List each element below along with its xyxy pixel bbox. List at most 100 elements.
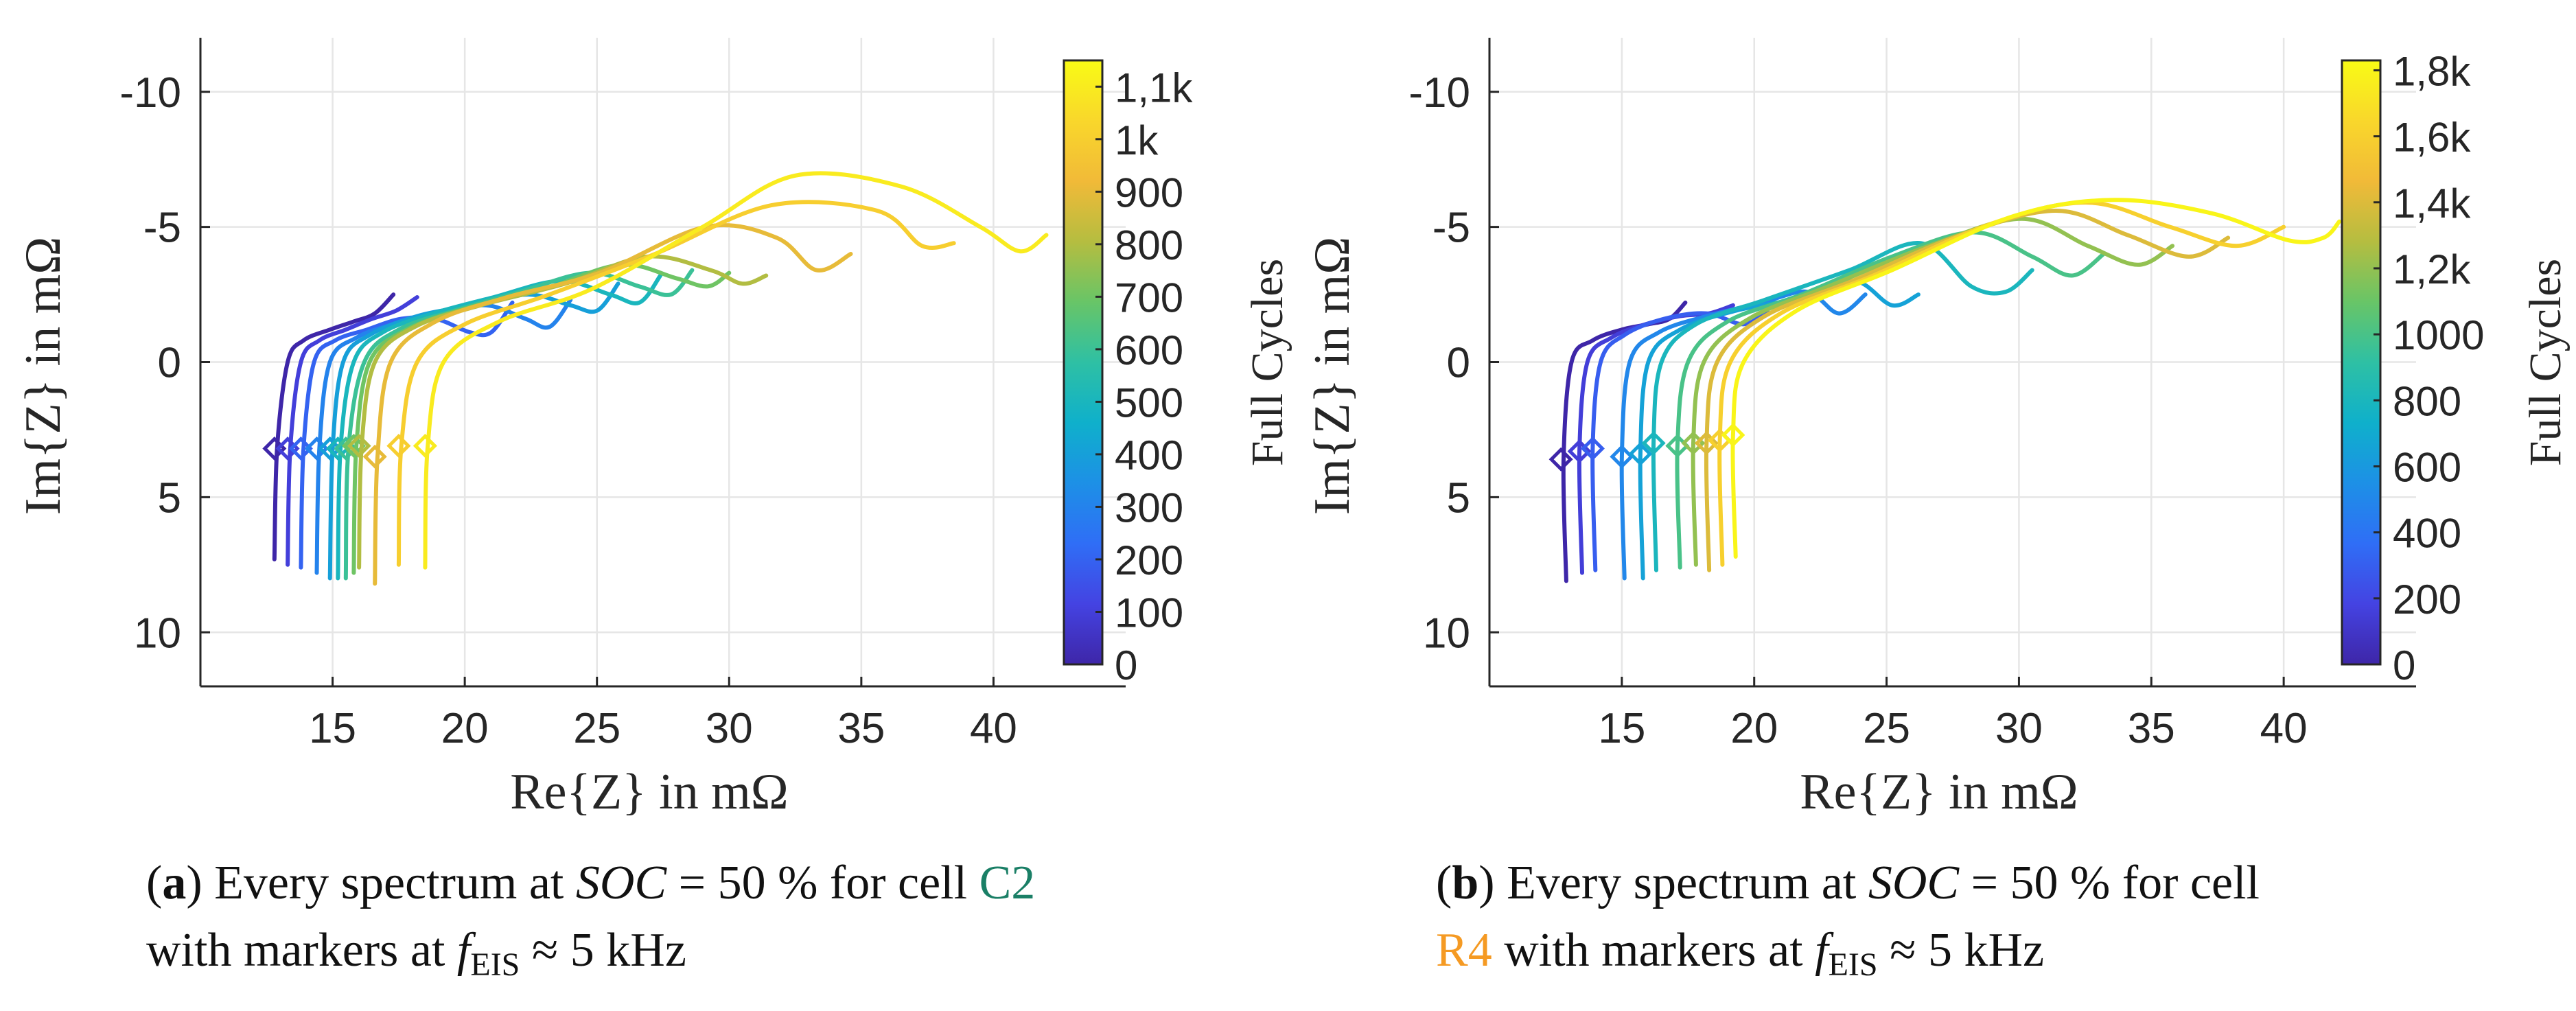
x-axis-title: Re{Z} in mΩ — [1800, 764, 2078, 820]
colorbar-label: Full Cycles — [2520, 259, 2571, 467]
x-tick-label: 40 — [970, 705, 1017, 752]
x-tick-label: 15 — [309, 705, 356, 752]
colorbar — [1063, 59, 1104, 666]
caption-a-cell: C2 — [979, 857, 1036, 909]
colorbar-tick-label: 1,2k — [2393, 246, 2471, 292]
colorbar-tick-label: 800 — [2393, 378, 2461, 424]
caption-b-line2: R4 with markers at fEIS ≈ 5 kHz — [1436, 917, 2044, 999]
series-line — [373, 223, 853, 586]
y-tick-label: 0 — [158, 340, 181, 387]
colorbar-tick-label: 400 — [1115, 432, 1183, 478]
series-line — [396, 200, 956, 567]
series-marker — [1548, 447, 1573, 472]
colorbar-tick-label: 600 — [1115, 327, 1183, 373]
x-tick-label: 35 — [2128, 705, 2175, 752]
series-line — [1590, 308, 1769, 572]
gridlines — [200, 38, 1126, 686]
series-group — [262, 171, 1049, 586]
series-marker — [362, 444, 387, 469]
y-tick-label: 0 — [1447, 340, 1470, 387]
series-line — [286, 295, 419, 567]
caption-b-tag: b — [1452, 857, 1479, 909]
caption-a-text2: with markers at — [146, 924, 457, 977]
y-tick-label: -10 — [119, 69, 181, 117]
colorbar-tick-label: 100 — [1115, 590, 1183, 636]
x-tick-label: 15 — [1598, 705, 1645, 752]
caption-a-line2: with markers at fEIS ≈ 5 kHz — [146, 917, 686, 999]
series-marker — [1721, 423, 1745, 448]
y-tick-label: 10 — [1423, 609, 1470, 657]
caption-a-f: f — [456, 924, 471, 977]
x-tick-label: 25 — [1863, 705, 1910, 752]
series-line — [1651, 241, 2034, 572]
x-tick-label: 30 — [706, 705, 753, 752]
colorbar-tick-label: 1k — [1115, 117, 1159, 163]
series-marker — [275, 436, 300, 461]
colorbar-tick-label: 400 — [2393, 511, 2461, 557]
colorbar-tick-label: 1,8k — [2393, 48, 2471, 94]
caption-a-text1: Every spectrum at — [202, 857, 576, 909]
series-marker — [413, 434, 437, 458]
series-group — [1548, 198, 2342, 583]
colorbar-tick-label: 800 — [1115, 222, 1183, 268]
x-tick-label: 40 — [2260, 705, 2308, 752]
series-line — [1717, 200, 2286, 567]
colorbar-tick-label: 1000 — [2393, 312, 2484, 358]
series-line — [336, 273, 663, 581]
x-tick-label: 20 — [1730, 705, 1778, 752]
x-tick-label: 30 — [1995, 705, 2043, 752]
series-line — [1638, 279, 1921, 581]
y-axis-title: Im{Z} in mΩ — [1304, 237, 1360, 515]
x-tick-label: 25 — [573, 705, 620, 752]
y-tick-label: 10 — [134, 609, 181, 657]
y-tick-label: 5 — [158, 474, 181, 522]
caption-b-line1: (b) Every spectrum at SOC = 50 % for cel… — [1436, 857, 2260, 909]
series-marker — [318, 436, 343, 461]
caption-a-line1: (a) Every spectrum at SOC = 50 % for cel… — [146, 857, 1036, 909]
colorbar-tick-label: 1,6k — [2393, 115, 2471, 161]
caption-b-value1: = 50 % for cell — [1959, 857, 2260, 909]
y-axis-title: Im{Z} in mΩ — [15, 237, 71, 515]
y-tick-label: 5 — [1447, 474, 1470, 522]
gridlines — [1489, 38, 2416, 686]
caption-a-tag: a — [162, 857, 187, 909]
series-marker — [288, 436, 313, 461]
series-marker — [386, 434, 411, 458]
y-tick-label: -10 — [1408, 69, 1470, 117]
x-axis-title: Re{Z} in mΩ — [510, 764, 789, 820]
series-marker — [262, 436, 287, 461]
colorbar-tick-label: 300 — [1115, 485, 1183, 531]
series-line — [1704, 209, 2231, 572]
panel-a: 15 20 25 30 35 40 -10 -5 0 5 10 Re{Z} in mΩ Im{Z} in… — [15, 38, 1292, 820]
y-tick-label: -5 — [1432, 205, 1470, 252]
series-marker — [1580, 436, 1605, 461]
caption-a-value2: ≈ 5 kHz — [520, 924, 686, 977]
x-tick-label: 20 — [441, 705, 489, 752]
caption-b-f: f — [1815, 924, 1829, 977]
caption-b-fsub: EIS — [1828, 946, 1878, 983]
caption-b-soc: SOC — [1868, 857, 1960, 909]
series-marker — [347, 434, 371, 458]
series-line — [1730, 198, 2342, 559]
series-marker — [1610, 444, 1634, 469]
colorbar — [2341, 59, 2382, 666]
colorbar-tick-label: 200 — [1115, 537, 1183, 583]
caption-a-value1: = 50 % for cell — [666, 857, 979, 909]
colorbar-tick-label: 0 — [2393, 642, 2415, 688]
colorbar-tick-label: 1,4k — [2393, 181, 2471, 226]
caption-b-cell: R4 — [1436, 924, 1492, 977]
series-line — [1691, 216, 2175, 567]
colorbar-label: Full Cycles — [1242, 259, 1292, 467]
series-line — [423, 171, 1049, 570]
colorbar-tick-label: 700 — [1115, 275, 1183, 321]
colorbar-tick-label: 900 — [1115, 170, 1183, 216]
caption-a-fsub: EIS — [470, 946, 520, 983]
caption-b-value2: ≈ 5 kHz — [1877, 924, 2045, 977]
colorbar-tick-label: 0 — [1115, 642, 1137, 688]
series-marker — [1641, 431, 1666, 456]
caption-b-text1: Every spectrum at — [1494, 857, 1868, 909]
colorbar-tick-label: 600 — [2393, 444, 2461, 490]
x-tick-label: 35 — [837, 705, 885, 752]
colorbar-tick-label: 200 — [2393, 577, 2461, 623]
